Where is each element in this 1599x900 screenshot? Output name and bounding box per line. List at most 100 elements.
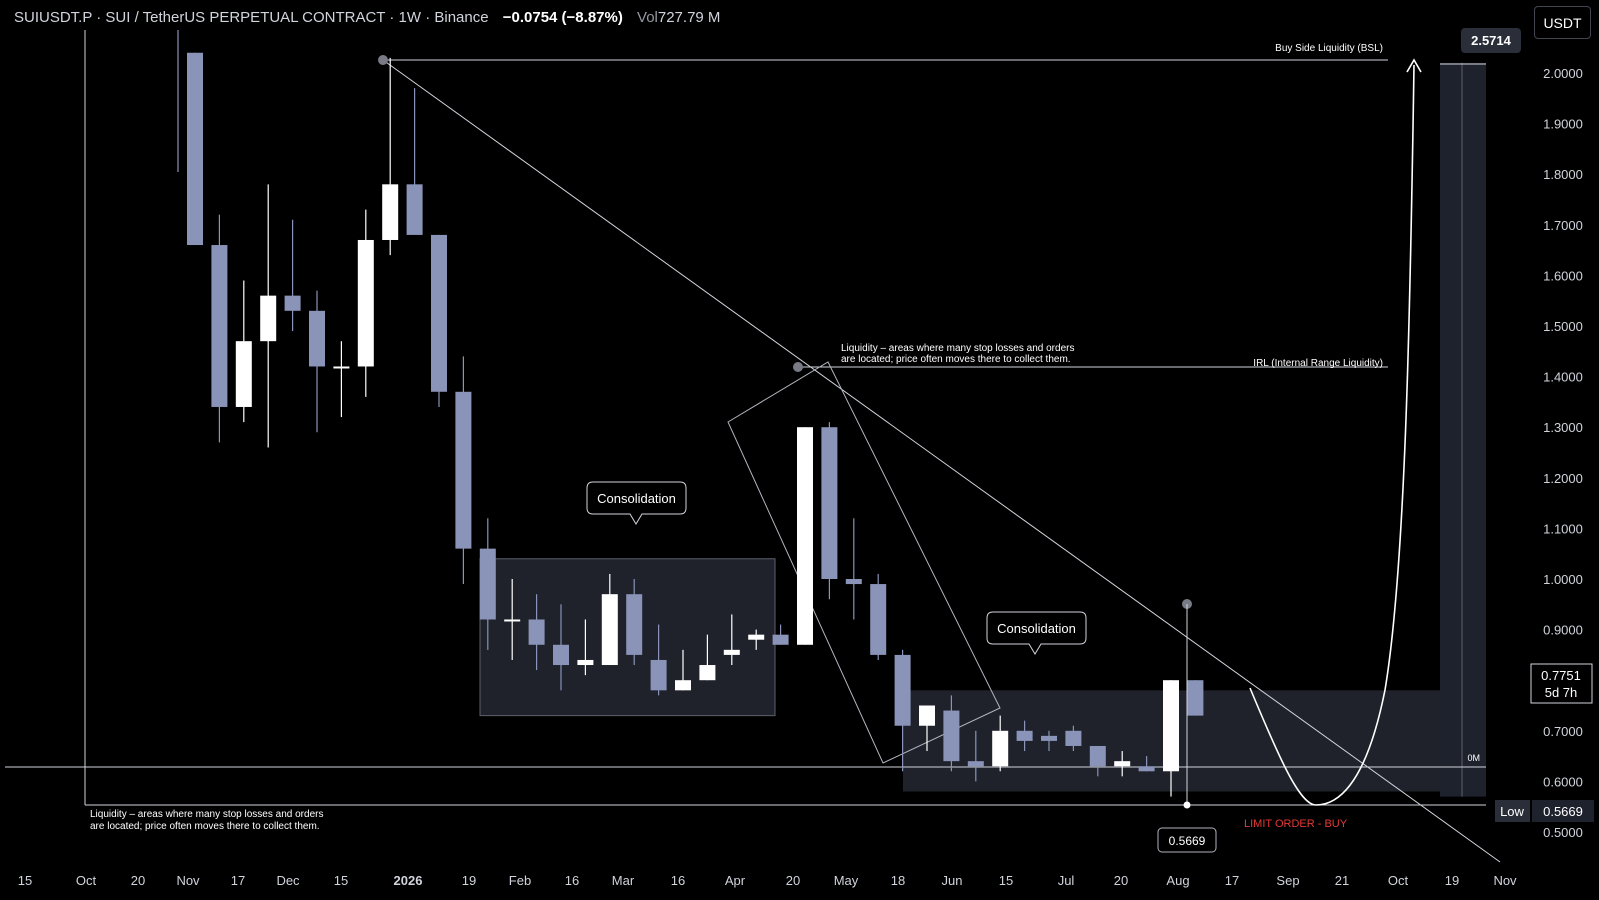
- candle-body: [1041, 735, 1057, 741]
- volume-label: Vol: [637, 9, 658, 26]
- y-tick-label: 0.7000: [1543, 724, 1583, 739]
- x-tick-label: 20: [786, 873, 800, 888]
- consolidation-callout-2-box: [986, 611, 1087, 655]
- candle-body: [675, 680, 691, 691]
- candle-body: [943, 710, 960, 762]
- x-tick-label: 20: [131, 873, 145, 888]
- candle-body: [723, 649, 740, 655]
- projected-path-arrowhead: [1406, 58, 1422, 73]
- y-tick-label: 1.5000: [1543, 319, 1583, 334]
- bsl-label: Buy Side Liquidity (BSL): [1275, 43, 1383, 54]
- x-tick-label: Nov: [1493, 873, 1517, 888]
- candle-body: [1187, 680, 1204, 716]
- x-tick-label: Jul: [1058, 873, 1075, 888]
- candle-body: [455, 391, 472, 549]
- candle-body: [406, 184, 423, 235]
- y-tick-label: 0.5000: [1543, 825, 1583, 840]
- candle-body: [821, 427, 838, 579]
- x-tick-label: Oct: [76, 873, 97, 888]
- x-tick-label: Feb: [509, 873, 531, 888]
- candle-body: [870, 584, 887, 655]
- candle-body: [382, 184, 399, 240]
- candle-body: [431, 234, 447, 392]
- y-tick-label: 0.6000: [1543, 774, 1583, 789]
- countdown-text: 5d 7h: [1545, 685, 1578, 700]
- candle-body: [699, 665, 716, 681]
- y-tick-label: 1.9000: [1543, 117, 1583, 132]
- liquidity-note-bottom-2: are located; price often moves there to …: [90, 821, 320, 832]
- candle-body: [1138, 766, 1155, 772]
- y-tick-label: 1.8000: [1543, 167, 1583, 182]
- x-tick-label: 19: [1445, 873, 1459, 888]
- consolidation-callout-1-label: Consolidation: [597, 491, 676, 506]
- liquidity-note-top-2: are located; price often moves there to …: [841, 354, 1071, 365]
- consolidation-callout-2-label: Consolidation: [997, 621, 1076, 636]
- candle-body: [992, 730, 1009, 767]
- currency-button[interactable]: USDT: [1534, 6, 1591, 39]
- candle-body: [235, 341, 252, 407]
- y-tick-label: 1.4000: [1543, 370, 1583, 385]
- candle-body: [211, 245, 228, 407]
- last-price-badge: [1530, 663, 1593, 704]
- candle-body: [577, 659, 594, 666]
- candle-body: [357, 239, 374, 367]
- x-tick-label: Nov: [176, 873, 200, 888]
- x-tick-label: Dec: [276, 873, 300, 888]
- pivot-marker: [793, 362, 803, 372]
- low-value-badge: [1532, 800, 1594, 822]
- low-label-badge: [1495, 800, 1530, 822]
- descending-trendline: [382, 59, 1501, 863]
- x-tick-label: 16: [565, 873, 579, 888]
- x-tick-label: 15: [334, 873, 348, 888]
- limit-price-badge: [1157, 827, 1217, 853]
- x-tick-label: Aug: [1166, 873, 1189, 888]
- y-tick-label: 1.7000: [1543, 218, 1583, 233]
- x-tick-label: 15: [999, 873, 1013, 888]
- y-tick-label: 1.2000: [1543, 471, 1583, 486]
- volume-value: 727.79 M: [657, 9, 721, 26]
- candle-body: [479, 548, 496, 620]
- candle-body: [504, 619, 521, 622]
- candle-body: [309, 310, 325, 367]
- x-tick-label: 18: [891, 873, 905, 888]
- low-label-text: Low: [1500, 804, 1524, 819]
- target-price-text: 2.5714: [1471, 33, 1512, 48]
- last-price-text: 0.7751: [1541, 668, 1581, 683]
- y-tick-label: 2.0000: [1543, 66, 1583, 81]
- candle-body: [772, 634, 789, 645]
- x-tick-label: 20: [1114, 873, 1128, 888]
- falling-channel: [727, 361, 1001, 764]
- price-change: −0.0754 (−8.87%): [502, 9, 623, 26]
- x-tick-label: 16: [671, 873, 685, 888]
- candle-body: [748, 634, 765, 640]
- candle-body: [553, 644, 569, 666]
- candle-body: [260, 295, 277, 342]
- liquidity-note-top-1: Liquidity – areas where many stop losses…: [841, 343, 1074, 354]
- candle-body: [528, 619, 545, 645]
- candle-body: [626, 594, 643, 655]
- zero-mark-label: 0M: [1467, 753, 1480, 763]
- consolidation-callout-1-box: [586, 481, 687, 525]
- liquidity-note-bottom-1: Liquidity – areas where many stop losses…: [90, 809, 323, 820]
- candle-body: [601, 594, 618, 666]
- x-tick-label: Oct: [1388, 873, 1409, 888]
- low-value-text: 0.5669: [1543, 804, 1583, 819]
- x-tick-label: 17: [231, 873, 245, 888]
- target-price-badge: [1461, 28, 1521, 53]
- y-tick-label: 1.1000: [1543, 521, 1583, 536]
- limit-order-label: LIMIT ORDER - BUY: [1244, 818, 1348, 830]
- x-tick-label: Apr: [725, 873, 746, 888]
- candle-body: [333, 366, 350, 369]
- symbol-title[interactable]: SUIUSDT.P · SUI / TetherUS PERPETUAL CON…: [14, 9, 489, 26]
- candle-body: [919, 705, 935, 726]
- candle-body: [284, 295, 301, 311]
- x-tick-label: 15: [18, 873, 32, 888]
- limit-order-dot: [1183, 801, 1191, 809]
- y-tick-label: 1.6000: [1543, 268, 1583, 283]
- x-tick-label: Sep: [1276, 873, 1299, 888]
- x-tick-label: 21: [1335, 873, 1349, 888]
- candle-body: [1089, 745, 1106, 767]
- candle-body: [845, 579, 862, 585]
- candle-body: [650, 659, 667, 691]
